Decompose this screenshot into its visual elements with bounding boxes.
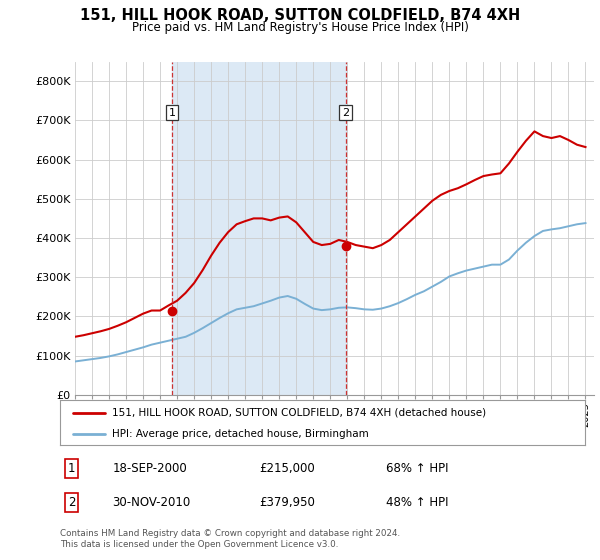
Text: HPI: Average price, detached house, Birmingham: HPI: Average price, detached house, Birm… xyxy=(113,430,369,440)
Text: Price paid vs. HM Land Registry's House Price Index (HPI): Price paid vs. HM Land Registry's House … xyxy=(131,21,469,34)
Text: 30-NOV-2010: 30-NOV-2010 xyxy=(113,496,191,508)
Text: 18-SEP-2000: 18-SEP-2000 xyxy=(113,463,187,475)
Text: 2: 2 xyxy=(68,496,76,508)
Text: £379,950: £379,950 xyxy=(260,496,316,508)
Text: 68% ↑ HPI: 68% ↑ HPI xyxy=(386,463,448,475)
Text: 151, HILL HOOK ROAD, SUTTON COLDFIELD, B74 4XH (detached house): 151, HILL HOOK ROAD, SUTTON COLDFIELD, B… xyxy=(113,408,487,418)
Text: 48% ↑ HPI: 48% ↑ HPI xyxy=(386,496,448,508)
Text: Contains HM Land Registry data © Crown copyright and database right 2024.
This d: Contains HM Land Registry data © Crown c… xyxy=(60,529,400,549)
Text: 1: 1 xyxy=(169,108,176,118)
Text: 151, HILL HOOK ROAD, SUTTON COLDFIELD, B74 4XH: 151, HILL HOOK ROAD, SUTTON COLDFIELD, B… xyxy=(80,8,520,24)
Text: 2: 2 xyxy=(342,108,349,118)
Text: £215,000: £215,000 xyxy=(260,463,315,475)
Bar xyxy=(172,62,346,395)
Text: 1: 1 xyxy=(68,463,76,475)
